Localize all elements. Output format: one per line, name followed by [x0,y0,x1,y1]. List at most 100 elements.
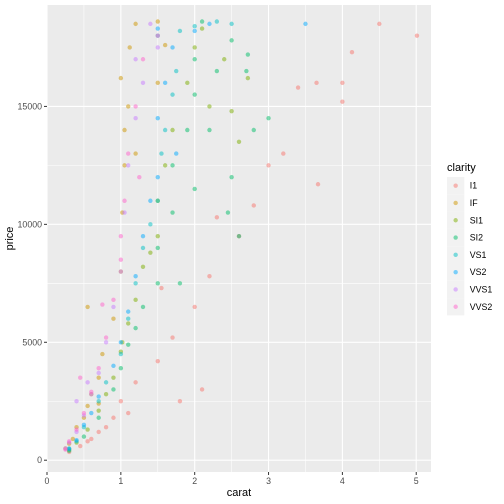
data-point-vs2 [140,233,146,239]
x-axis-ticks: 0 1 2 3 4 5 [45,472,419,486]
data-point-si2 [229,174,234,180]
data-point-vs2 [162,80,168,86]
data-point-si2 [266,116,271,121]
data-point-i1 [349,49,355,55]
data-point-si1 [140,264,146,269]
data-point-i1 [133,380,138,385]
data-point-if [127,45,132,50]
data-point-vvs2 [155,33,160,38]
data-point-vvs2 [96,366,101,371]
legend-label-vvs2: VVS2 [470,302,493,312]
legend-title: clarity [447,162,476,174]
legend-key-point [453,235,458,240]
data-point-si2 [96,415,101,420]
data-point-vvs1 [96,370,101,376]
data-point-si2 [251,127,256,133]
data-point-si2 [185,127,190,133]
data-point-vvs2 [118,233,124,239]
legend-key-point [453,252,458,258]
data-point-si1 [222,57,227,62]
data-point-si2 [177,281,183,286]
data-point-si2 [140,304,146,310]
data-point-vvs1 [126,163,131,168]
data-point-vvs2 [126,151,131,156]
data-point-vs2 [192,28,197,34]
data-point-if [122,127,127,133]
data-point-vs1 [155,198,160,203]
data-point-si2 [155,245,160,251]
data-point-vvs2 [78,375,83,380]
data-point-i1 [340,99,345,104]
data-point-if [133,21,138,27]
data-point-vvs2 [100,302,105,307]
legend-label-vvs1: VVS1 [470,284,493,294]
data-points [63,19,420,455]
data-point-si1 [148,250,153,255]
legend-key-point [453,218,458,223]
data-point-vvs2 [133,104,138,109]
data-point-vs1 [162,127,168,133]
data-point-vvs1 [111,304,116,310]
data-point-if [111,316,116,321]
data-point-vs1 [159,151,164,156]
data-point-i1 [96,429,101,435]
data-point-si1 [245,75,251,81]
legend-label-vs1: VS1 [470,250,487,260]
data-point-if [162,42,168,48]
data-point-if [155,19,160,24]
data-point-vvs1 [140,80,146,86]
data-point-vvs2 [118,257,124,262]
data-point-si2 [229,38,234,43]
data-point-i1 [177,399,183,404]
data-point-vs1 [148,222,153,227]
data-point-vs1 [103,380,109,385]
data-point-vs2 [111,363,116,369]
data-point-si2 [111,387,116,392]
data-point-si1 [103,391,109,397]
major-grid [46,5,431,472]
x-tick-label: 1 [118,476,123,486]
legend: clarity I1 IF SI1 SI2 VS1 VS2 VVS1 VVS2 [447,162,493,316]
data-point-si1 [126,321,131,326]
data-point-si1 [133,297,138,303]
data-point-si2 [244,68,249,74]
data-point-i1 [340,80,345,86]
data-point-if [155,80,160,86]
data-point-vvs2 [137,174,142,180]
data-point-vs2 [133,274,138,279]
data-point-vvs1 [122,210,127,215]
data-point-si2 [170,163,175,168]
data-point-vs2 [155,116,160,121]
data-point-i1 [111,415,116,420]
data-point-si2 [225,210,231,215]
data-point-if [133,151,138,156]
data-point-i1 [78,443,83,449]
data-point-vs2 [81,422,87,428]
data-point-vs1 [140,245,146,251]
data-point-vvs1 [148,21,153,27]
data-point-vs2 [148,198,153,203]
data-point-si1 [207,104,212,109]
data-point-si2 [155,281,160,286]
data-point-si1 [162,163,168,168]
legend-label-si2: SI2 [470,233,483,243]
legend-label-i1: I1 [470,181,477,191]
data-point-si2 [81,434,87,439]
data-point-si2 [214,68,220,74]
legend-key-point [453,200,458,206]
data-point-vvs2 [81,410,87,416]
data-point-vvs2 [111,297,116,303]
data-point-vs1 [229,21,234,27]
legend-label-si1: SI1 [470,215,483,225]
data-point-vvs2 [89,389,94,395]
data-point-i1 [251,203,256,208]
data-point-vs1 [118,351,124,357]
y-tick-label: 5000 [22,337,42,347]
data-point-i1 [159,285,164,291]
data-point-vvs1 [155,45,160,50]
data-point-si2 [192,92,197,97]
data-point-i1 [314,80,319,86]
x-tick-label: 3 [266,476,271,486]
legend-key-point [453,269,458,275]
